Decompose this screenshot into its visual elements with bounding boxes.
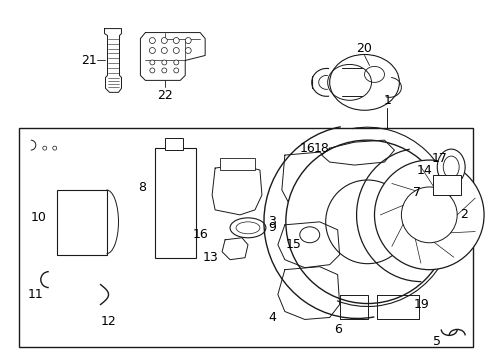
Circle shape xyxy=(161,48,167,54)
Text: 7: 7 xyxy=(412,186,421,199)
Circle shape xyxy=(185,48,191,54)
Ellipse shape xyxy=(229,218,265,238)
Polygon shape xyxy=(222,238,247,260)
Circle shape xyxy=(149,60,155,65)
Text: 17: 17 xyxy=(430,152,446,165)
Polygon shape xyxy=(104,28,121,92)
Text: 3: 3 xyxy=(267,215,275,228)
Polygon shape xyxy=(277,222,339,268)
Text: 20: 20 xyxy=(356,42,372,55)
Bar xyxy=(57,190,106,255)
Circle shape xyxy=(173,68,179,73)
Circle shape xyxy=(173,60,179,65)
Polygon shape xyxy=(212,165,262,215)
Polygon shape xyxy=(321,140,394,165)
Circle shape xyxy=(42,146,47,150)
Text: 13: 13 xyxy=(202,251,218,264)
Circle shape xyxy=(149,48,155,54)
Ellipse shape xyxy=(436,149,464,185)
Ellipse shape xyxy=(442,156,458,178)
Circle shape xyxy=(161,37,167,44)
Text: 12: 12 xyxy=(101,315,116,328)
Circle shape xyxy=(325,180,408,264)
Text: 15: 15 xyxy=(285,238,301,251)
Circle shape xyxy=(149,68,155,73)
Bar xyxy=(19,128,472,347)
Circle shape xyxy=(374,160,483,270)
Ellipse shape xyxy=(299,227,319,243)
Text: 10: 10 xyxy=(31,211,47,224)
Polygon shape xyxy=(339,294,367,319)
Text: 2: 2 xyxy=(459,208,467,221)
Text: 21: 21 xyxy=(81,54,96,67)
Text: 19: 19 xyxy=(412,298,428,311)
Text: 18: 18 xyxy=(313,141,329,155)
Circle shape xyxy=(173,37,179,44)
Ellipse shape xyxy=(236,222,260,234)
Circle shape xyxy=(162,60,166,65)
Polygon shape xyxy=(140,32,205,80)
Circle shape xyxy=(173,48,179,54)
Text: 1: 1 xyxy=(383,94,390,107)
Text: 4: 4 xyxy=(267,311,275,324)
Text: 6: 6 xyxy=(333,323,341,336)
Bar xyxy=(432,175,460,195)
Text: 5: 5 xyxy=(432,335,440,348)
Text: 14: 14 xyxy=(416,163,431,176)
Text: 22: 22 xyxy=(157,89,173,102)
Polygon shape xyxy=(277,267,339,319)
Bar xyxy=(220,158,254,170)
Circle shape xyxy=(149,37,155,44)
Circle shape xyxy=(53,146,57,150)
Polygon shape xyxy=(377,294,419,319)
Circle shape xyxy=(285,140,448,303)
Text: 8: 8 xyxy=(138,181,146,194)
Circle shape xyxy=(401,187,456,243)
Polygon shape xyxy=(281,152,334,210)
Text: 16: 16 xyxy=(299,141,315,155)
Text: 11: 11 xyxy=(28,288,43,301)
Bar xyxy=(165,138,183,150)
Bar xyxy=(155,148,196,258)
Text: 9: 9 xyxy=(267,221,275,234)
Circle shape xyxy=(162,68,166,73)
Circle shape xyxy=(185,37,191,44)
Text: 16: 16 xyxy=(192,228,207,241)
